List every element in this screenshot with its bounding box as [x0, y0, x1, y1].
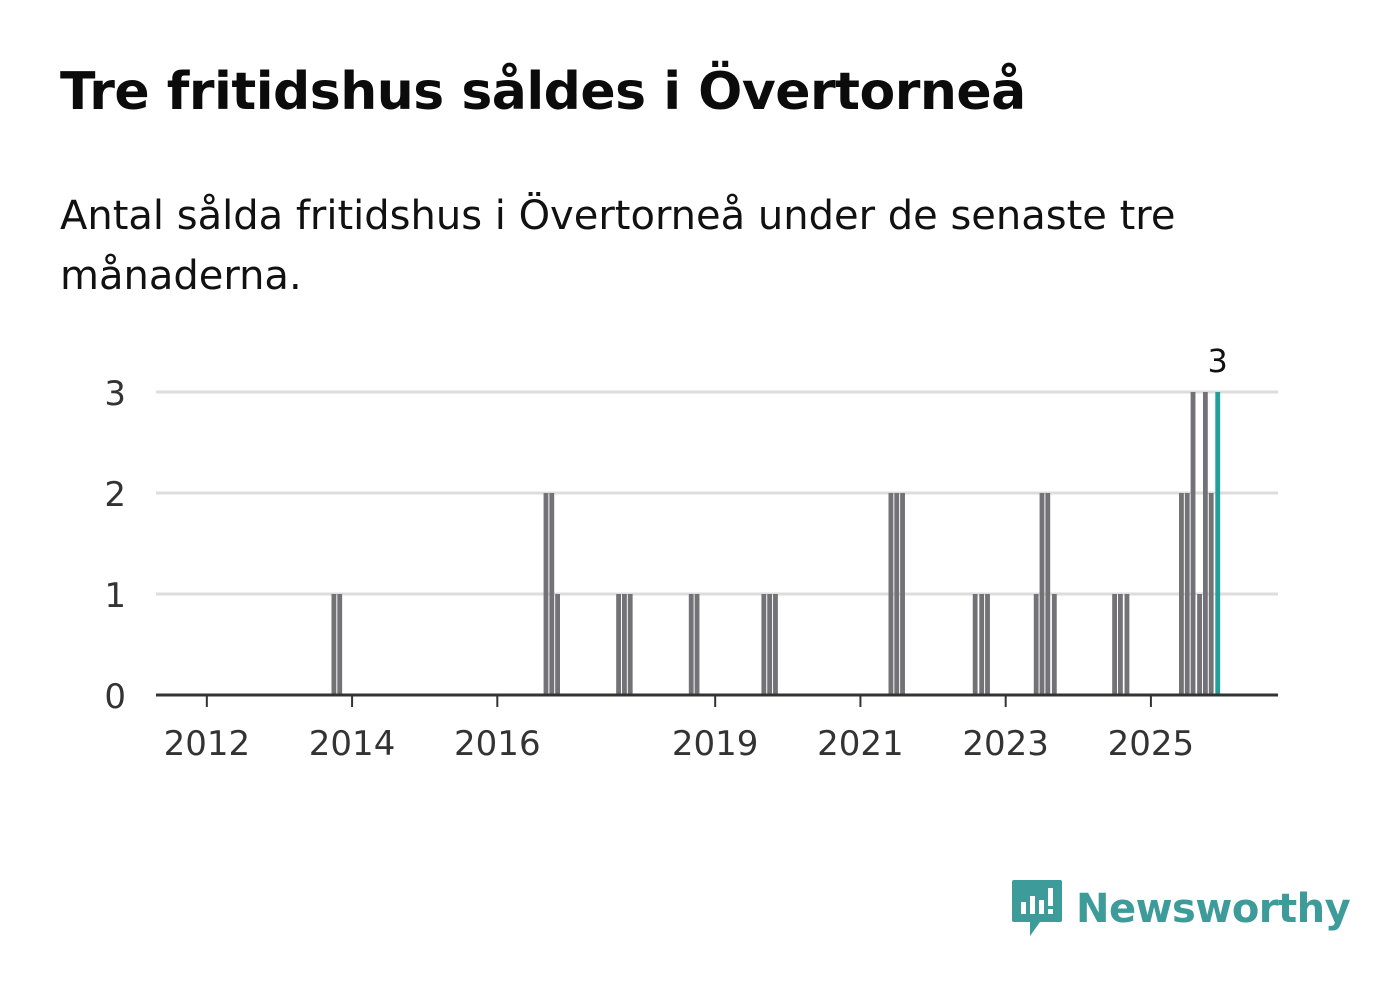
y-tick-label: 1 [104, 576, 126, 616]
x-tick-label: 2025 [1108, 724, 1195, 764]
chart-title: Tre fritidshus såldes i Övertorneå [60, 62, 1026, 122]
x-tick-label: 2012 [164, 724, 251, 764]
data-label: 3 [1208, 342, 1228, 380]
bar [1117, 594, 1123, 695]
bar [894, 493, 900, 695]
bar-highlight [1215, 392, 1221, 695]
bar [773, 594, 778, 695]
x-tick-label: 2021 [817, 724, 904, 764]
x-tick-label: 2016 [454, 724, 541, 764]
y-tick-label: 0 [104, 677, 126, 717]
bar [555, 594, 561, 695]
bar [1124, 594, 1130, 695]
bar [1202, 392, 1208, 695]
bar [1190, 392, 1196, 695]
bar [1051, 594, 1057, 695]
bar [616, 594, 622, 695]
bar [888, 493, 894, 695]
bar [1033, 594, 1039, 695]
bar [543, 493, 549, 695]
bar [694, 594, 700, 695]
bar [900, 493, 905, 695]
bar-chart: 0 1 2 3 2012 2014 2016 2019 2021 2023 2025 3 [104, 342, 1278, 764]
x-tick-label: 2014 [309, 724, 396, 764]
y-tick-label: 2 [104, 475, 126, 515]
bar [985, 594, 990, 695]
chart-subtitle: Antal sålda fritidshus i Övertorneå unde… [60, 193, 1176, 299]
bar [1208, 493, 1214, 695]
bar [627, 594, 633, 695]
bar [549, 493, 555, 695]
bar [1112, 594, 1118, 695]
bar [972, 594, 978, 695]
newsworthy-logo-text: Newsworthy [1076, 886, 1351, 932]
x-tick-label: 2019 [672, 724, 759, 764]
newsworthy-logo: Newsworthy [1010, 878, 1351, 940]
bar [688, 594, 694, 695]
bar [621, 594, 627, 695]
bar [331, 594, 337, 695]
bar [979, 594, 985, 695]
y-tick-label: 3 [104, 374, 126, 414]
bar [1045, 493, 1051, 695]
bar [767, 594, 773, 695]
newsworthy-logo-icon [1012, 880, 1062, 936]
bar [1178, 493, 1184, 695]
bar [337, 594, 343, 695]
x-tick-label: 2023 [962, 724, 1049, 764]
bar [1184, 493, 1190, 695]
bar [1197, 594, 1202, 695]
bar [1039, 493, 1045, 695]
bar [761, 594, 767, 695]
